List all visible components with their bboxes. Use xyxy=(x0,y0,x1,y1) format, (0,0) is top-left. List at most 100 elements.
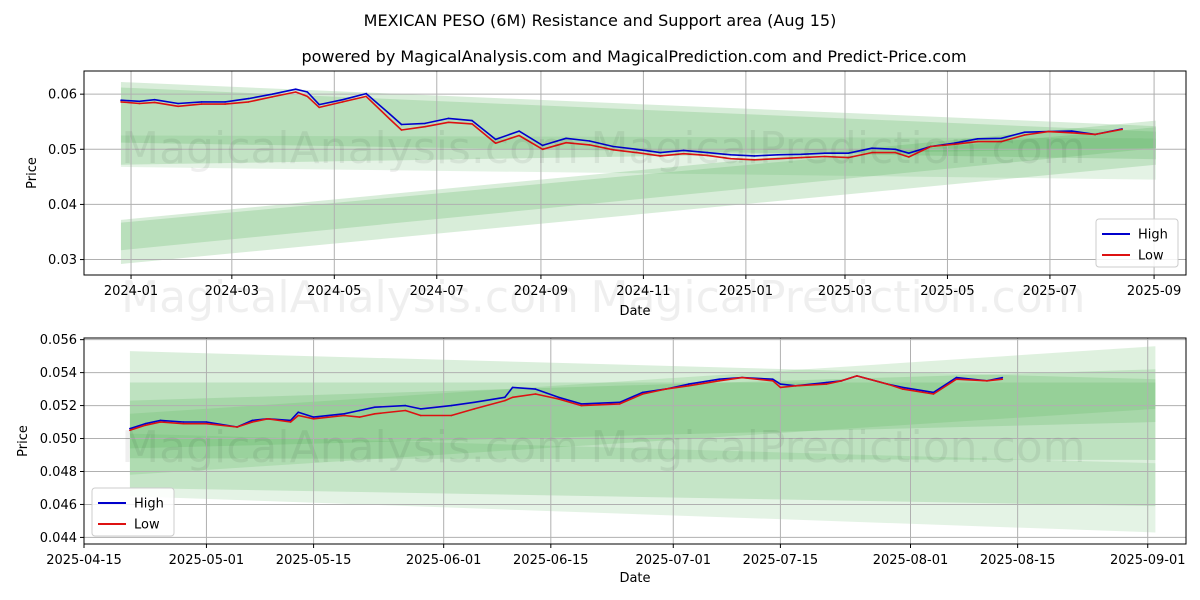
bottom-legend-label-low: Low xyxy=(134,518,160,533)
bottom-point-high xyxy=(557,396,560,399)
top-point-high xyxy=(318,103,321,106)
top-point-high xyxy=(365,92,368,95)
bottom-point-low xyxy=(450,414,453,417)
top-x-tick-label: 2024-01 xyxy=(104,284,158,299)
top-point-low xyxy=(518,134,520,137)
top-point-low xyxy=(306,95,309,98)
bottom-point-low xyxy=(374,413,376,415)
top-band-4 xyxy=(120,127,1156,251)
bottom-x-axis: 2025-04-15 2025-05-01 2025-05-15 2025-06-01… xyxy=(46,544,1186,586)
bottom-x-tick-label: 2025-09-01 xyxy=(1110,553,1186,568)
bottom-y-tick-label: 0.044 xyxy=(40,531,77,546)
top-point-high xyxy=(1023,131,1026,133)
bottom-point-low xyxy=(312,418,315,420)
top-point-low xyxy=(341,101,344,103)
top-point-high xyxy=(447,117,450,120)
bottom-x-tick-label: 2025-04-15 xyxy=(46,553,122,568)
bottom-band-4 xyxy=(129,346,1156,475)
top-point-low xyxy=(777,157,779,160)
bottom-point-low xyxy=(618,403,621,405)
top-point-low xyxy=(400,129,403,131)
bottom-point-high xyxy=(618,401,621,404)
top-point-low xyxy=(1047,130,1050,133)
top-point-low xyxy=(953,143,955,146)
bottom-y-tick-label: 0.054 xyxy=(40,366,77,381)
bottom-band-5 xyxy=(129,433,1156,533)
top-point-high xyxy=(894,148,897,151)
top-point-high xyxy=(120,99,122,101)
top-point-low xyxy=(612,149,614,151)
top-point-low xyxy=(1071,132,1073,134)
bottom-point-low xyxy=(404,409,407,412)
top-point-low xyxy=(424,125,426,128)
bottom-point-high xyxy=(779,383,782,385)
top-point-low xyxy=(1000,140,1002,143)
watermark-top-left: MagicalAnalysis.com xyxy=(121,123,579,174)
bottom-axes-frame xyxy=(83,337,1187,545)
watermark-mid-right: MagicalPrediction.com xyxy=(591,272,1086,323)
top-point-low xyxy=(976,140,979,143)
bottom-point-low xyxy=(557,398,560,400)
bottom-point-low xyxy=(144,424,146,427)
bottom-point-low xyxy=(902,388,904,390)
bottom-x-tick-label: 2025-07-15 xyxy=(743,553,819,568)
figure-subtitle: powered by MagicalAnalysis.com and Magic… xyxy=(301,47,966,66)
figure-title: MEXICAN PESO (6M) Resistance and Support… xyxy=(364,11,837,30)
top-point-high xyxy=(494,138,497,141)
top-band-3 xyxy=(120,120,1156,264)
bottom-x-tick-label: 2025-07-01 xyxy=(635,553,711,568)
top-y-axis: 0.03 0.04 0.05 0.06 Price xyxy=(25,88,84,268)
top-point-low xyxy=(120,101,122,103)
top-x-tick-label: 2025-09 xyxy=(1127,284,1181,299)
bottom-point-low xyxy=(159,421,162,423)
top-legend: High Low xyxy=(1095,218,1179,268)
top-point-high xyxy=(200,101,203,103)
top-point-high xyxy=(471,119,473,122)
top-point-low xyxy=(177,105,179,108)
bottom-point-low xyxy=(534,393,537,395)
bottom-y-tick-label: 0.050 xyxy=(40,432,77,447)
bottom-y-axis-label: Price xyxy=(16,425,31,457)
top-point-high xyxy=(800,153,803,156)
bottom-point-high xyxy=(374,406,376,409)
bottom-point-low xyxy=(289,421,292,423)
top-point-high xyxy=(388,113,391,115)
bottom-point-high xyxy=(159,419,162,422)
bottom-point-low xyxy=(741,376,743,379)
top-point-low xyxy=(753,159,756,161)
top-legend-label-low: Low xyxy=(1138,249,1164,264)
bottom-point-low xyxy=(641,393,644,395)
top-point-high xyxy=(777,154,779,156)
top-point-high xyxy=(635,148,638,151)
bottom-point-low xyxy=(825,383,828,385)
top-line-low xyxy=(120,91,1123,161)
bottom-point-low xyxy=(718,380,720,382)
top-point-low xyxy=(635,151,638,154)
bottom-point-high xyxy=(144,422,146,425)
bottom-x-tick-label: 2025-06-01 xyxy=(406,553,482,568)
bottom-point-high xyxy=(358,409,361,412)
bottom-point-low xyxy=(779,386,782,389)
bottom-point-high xyxy=(129,427,131,430)
bottom-point-high xyxy=(718,378,720,381)
top-point-low xyxy=(730,157,732,160)
top-point-low xyxy=(494,142,497,144)
top-axes-frame xyxy=(83,70,1187,276)
top-point-low xyxy=(929,145,932,148)
bottom-x-tick-label: 2025-06-15 xyxy=(513,553,589,568)
top-legend-box xyxy=(1095,218,1179,268)
bottom-point-high xyxy=(902,386,904,389)
bottom-point-high xyxy=(450,404,453,407)
bottom-point-low xyxy=(236,426,238,428)
bottom-point-low xyxy=(343,414,346,417)
top-x-axis-label: Date xyxy=(619,304,650,319)
bottom-x-tick-label: 2025-05-15 xyxy=(276,553,352,568)
top-x-tick-label: 2025-07 xyxy=(1023,284,1077,299)
bottom-point-high xyxy=(473,401,476,404)
top-point-high xyxy=(271,93,273,95)
top-point-high xyxy=(541,144,544,147)
bottom-point-high xyxy=(955,376,958,379)
top-point-high xyxy=(565,137,567,140)
top-point-high xyxy=(518,130,520,132)
bottom-point-low xyxy=(266,418,269,420)
